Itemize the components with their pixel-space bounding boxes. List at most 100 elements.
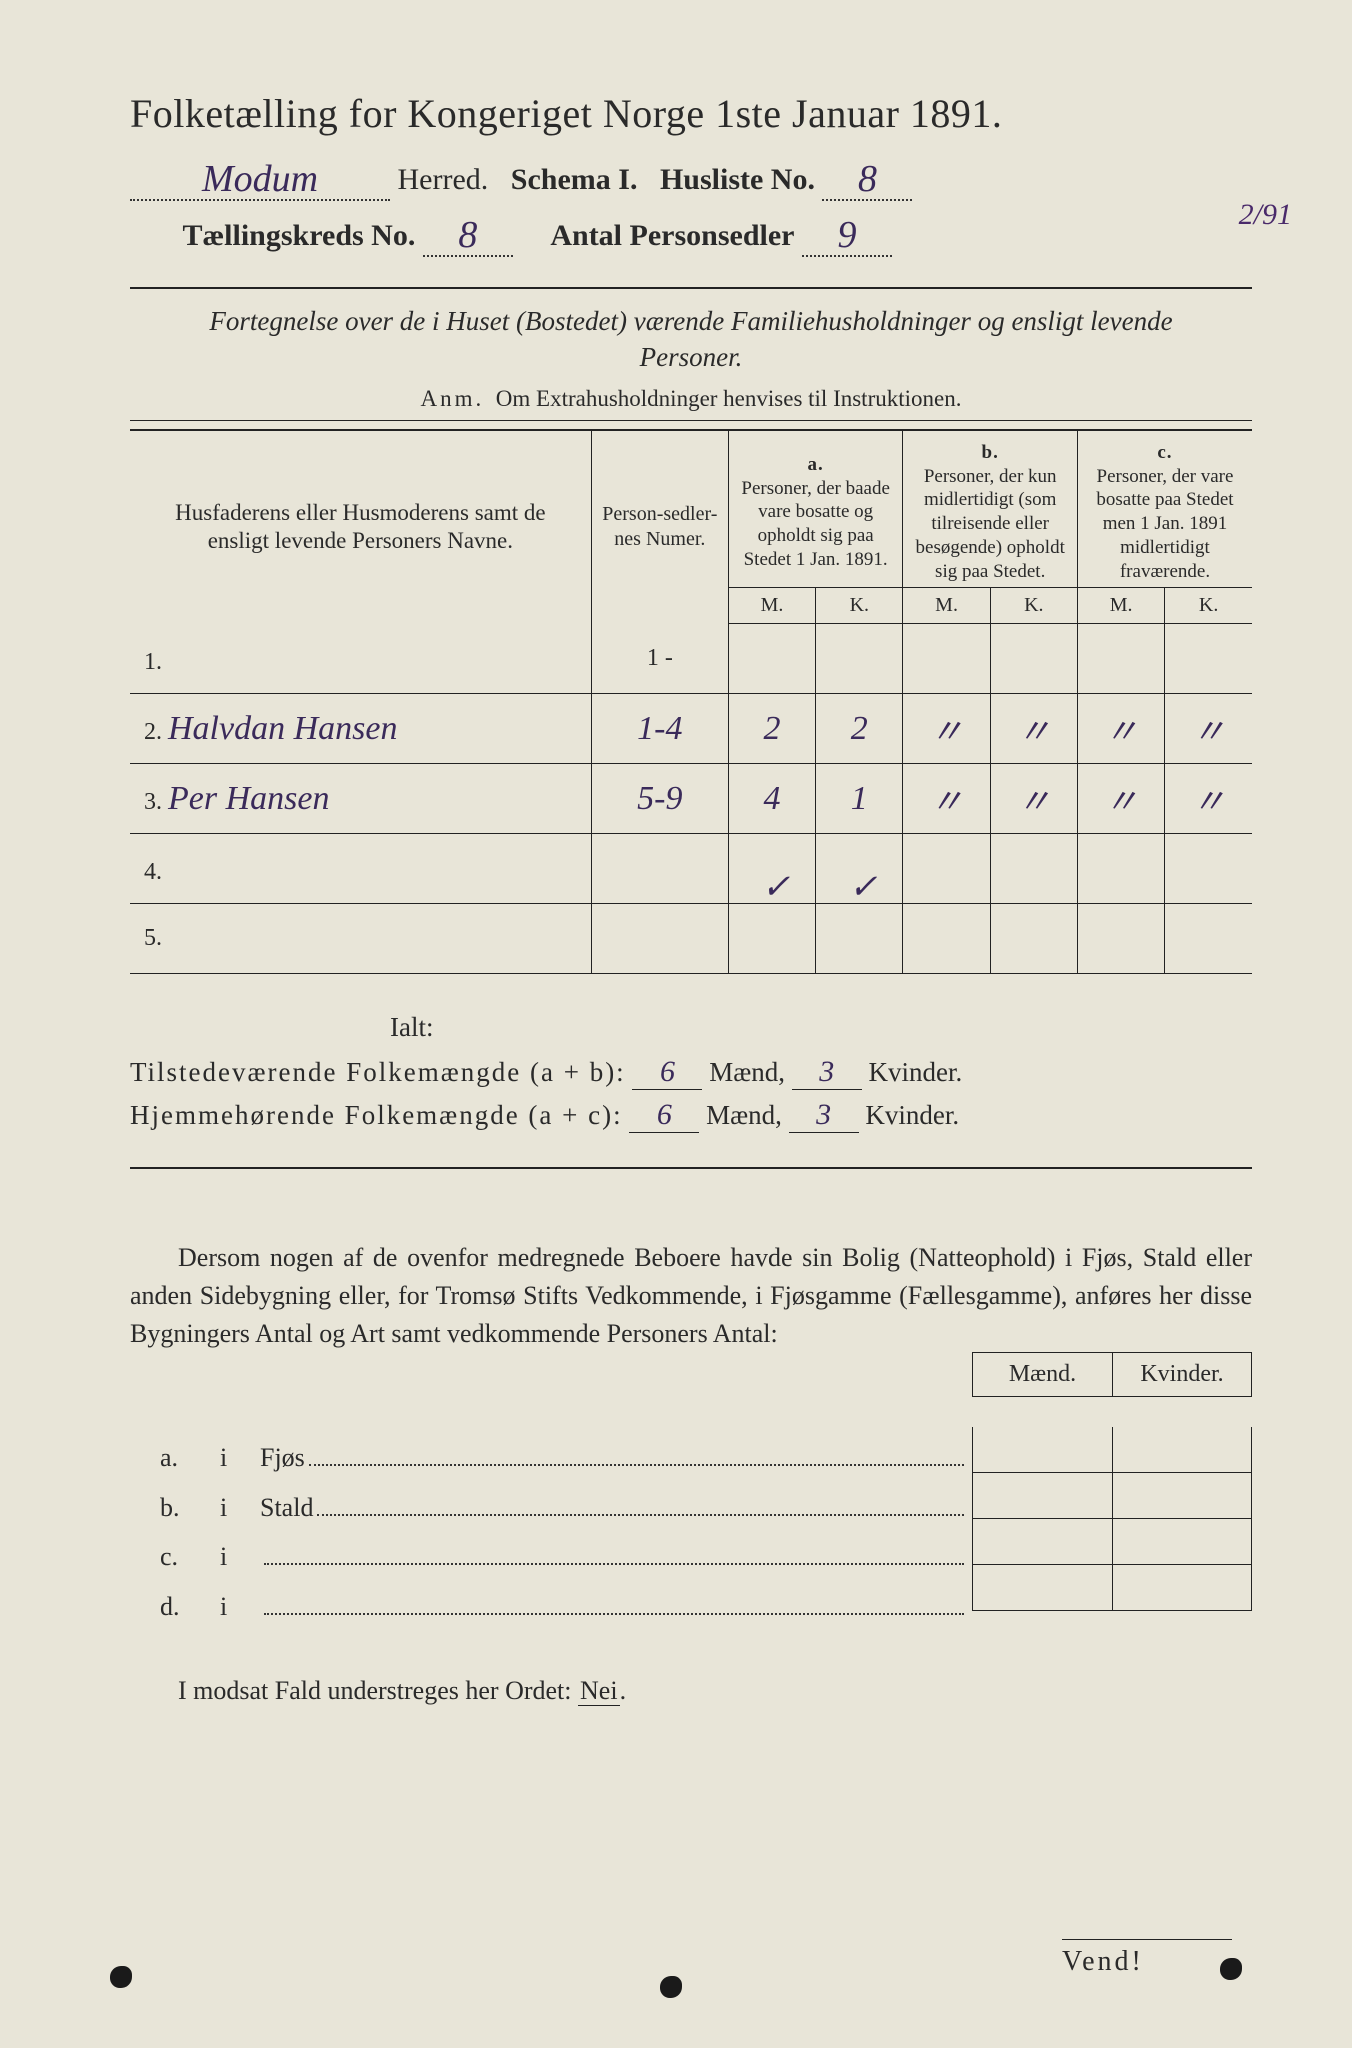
cell [903, 834, 990, 904]
sedler-value: 9 [837, 214, 856, 256]
side-row: a. i Fjøs [130, 1427, 972, 1477]
row-name: Per Hansen [168, 780, 329, 817]
side-head: Mænd. Kvinder. [130, 1352, 1252, 1397]
cell [990, 904, 1077, 974]
herred-label: Herred. [398, 163, 489, 196]
cell: 4 [728, 764, 815, 834]
group-b-header: b. Personer, der kun midlertidigt (som t… [903, 430, 1078, 588]
side-mk-cells [972, 1427, 1252, 1625]
margin-note: 2/91 [1239, 198, 1292, 232]
kreds-value: 8 [458, 214, 477, 256]
row-num: 4. [144, 859, 162, 885]
cell: ✓ [728, 834, 815, 904]
maend-label: Mænd, [709, 1057, 785, 1087]
side-row-letter: c. [160, 1542, 220, 1572]
totals-row2-k: 3 [816, 1098, 831, 1131]
col-names-text: Husfaderens eller Husmoderens samt de en… [175, 500, 545, 554]
cell: 1 [816, 764, 903, 834]
totals-block: Ialt: Tilstedeværende Folkemængde (a + b… [130, 1012, 1252, 1133]
side-row: b. i Stald [130, 1477, 972, 1527]
totals-row2-label: Hjemmehørende Folkemængde (a + c): [130, 1100, 623, 1130]
col-b-m: M. [903, 588, 990, 624]
cell: 2 [728, 694, 815, 764]
row-sedler: 1 - [591, 624, 728, 694]
cell [990, 834, 1077, 904]
cell: 〃 [1165, 694, 1252, 764]
cell [1165, 904, 1252, 974]
side-row-letter: b. [160, 1493, 220, 1523]
punch-hole [1220, 1958, 1242, 1980]
side-row-i: i [220, 1493, 260, 1523]
totals-row2-m: 6 [657, 1098, 672, 1131]
punch-hole [660, 1976, 682, 1998]
col-c-k: K. [1165, 588, 1252, 624]
cell: ✓ [816, 834, 903, 904]
cell [903, 904, 990, 974]
cell: 〃 [1165, 764, 1252, 834]
row-sedler: 1-4 [591, 694, 728, 764]
anm-text: Om Extrahusholdninger henvises til Instr… [496, 386, 962, 411]
kvinder-label: Kvinder. [868, 1057, 962, 1087]
nei-word: Nei [578, 1676, 620, 1706]
side-list: a. i Fjøs b. i Stald c. i d. [130, 1427, 972, 1625]
cell [1165, 834, 1252, 904]
col-b-k: K. [990, 588, 1077, 624]
kvinder-label: Kvinder. [865, 1100, 959, 1130]
col-nums-header: Person-sedler-nes Numer. [591, 430, 728, 624]
row-sedler [591, 834, 728, 904]
totals-row1-k: 3 [819, 1055, 834, 1088]
nei-pre: I modsat Fald understreges her Ordet: [178, 1676, 578, 1705]
page-title: Folketælling for Kongeriget Norge 1ste J… [130, 90, 1252, 137]
cell [1165, 624, 1252, 694]
cell [1077, 834, 1164, 904]
totals-row1-label: Tilstedeværende Folkemængde (a + b): [130, 1057, 626, 1087]
side-row: c. i [130, 1527, 972, 1577]
household-table: Husfaderens eller Husmoderens samt de en… [130, 429, 1252, 975]
cell: 〃 [990, 694, 1077, 764]
group-a-label: a. [808, 454, 824, 475]
col-a-k: K. [816, 588, 903, 624]
nei-line: I modsat Fald understreges her Ordet: Ne… [130, 1676, 1252, 1706]
table-row: 5. [130, 904, 1252, 974]
cell: 〃 [990, 764, 1077, 834]
kreds-label: Tællingskreds No. [183, 219, 416, 252]
dotted-line [317, 1487, 964, 1516]
totals-row1-m: 6 [660, 1055, 675, 1088]
side-row-i: i [220, 1443, 260, 1473]
row-sedler: 5-9 [591, 764, 728, 834]
vend-label: Vend! [1062, 1939, 1232, 1978]
divider [130, 287, 1252, 289]
side-row-letter: a. [160, 1443, 220, 1473]
col-a-m: M. [728, 588, 815, 624]
cell [816, 624, 903, 694]
table-row: 4. ✓ ✓ [130, 834, 1252, 904]
header-row-1: Modum Herred. Schema I. Husliste No. 8 [130, 155, 1252, 201]
row-num: 1. [144, 649, 162, 675]
cell [728, 624, 815, 694]
group-b-label: b. [982, 442, 999, 463]
table-row: 3. Per Hansen 5-9 4 1 〃 〃 〃 〃 [130, 764, 1252, 834]
side-row: d. i [130, 1576, 972, 1626]
punch-hole [110, 1966, 132, 1988]
col-c-m: M. [1077, 588, 1164, 624]
group-c-header: c. Personer, der vare bosatte paa Stedet… [1077, 430, 1252, 588]
ialt-label: Ialt: [390, 1012, 1252, 1043]
cell: 2 [816, 694, 903, 764]
group-a-header: a. Personer, der baade vare bosatte og o… [728, 430, 903, 588]
group-c-label: c. [1157, 442, 1172, 463]
side-buildings-block: Mænd. Kvinder. a. i Fjøs b. i Stald c. [130, 1352, 1252, 1625]
group-b-text: Personer, der kun midlertidigt (som tilr… [916, 466, 1065, 582]
cell [1077, 904, 1164, 974]
herred-value: Modum [202, 158, 318, 200]
cell [1077, 624, 1164, 694]
cell [990, 624, 1077, 694]
table-row: 2. Halvdan Hansen 1-4 2 2 〃 〃 〃 〃 [130, 694, 1252, 764]
row-num: 3. [144, 789, 162, 815]
row-name: Halvdan Hansen [168, 710, 397, 747]
side-row-type: Fjøs [260, 1443, 305, 1473]
group-a-text: Personer, der baade vare bosatte og opho… [741, 478, 890, 570]
row-sedler [591, 904, 728, 974]
side-row-i: i [220, 1592, 260, 1622]
sedler-label: Antal Personsedler [550, 219, 794, 252]
dotted-line [264, 1586, 964, 1615]
